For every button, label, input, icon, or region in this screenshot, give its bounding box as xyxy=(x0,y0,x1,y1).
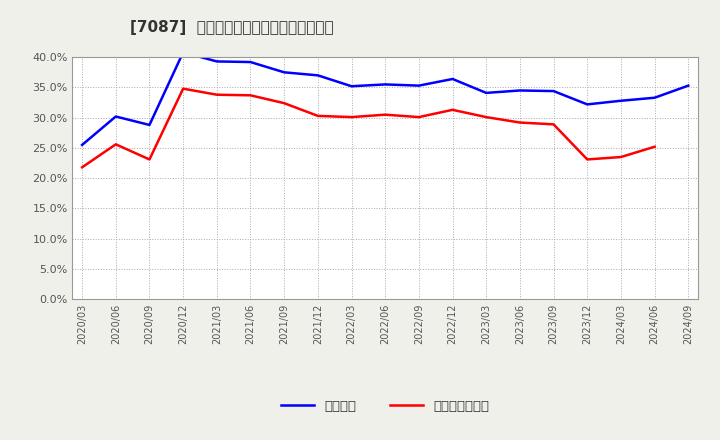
固定比率 xyxy=(212,59,221,64)
固定長期適合率 xyxy=(449,107,457,113)
固定比率 xyxy=(616,98,625,103)
固定比率 xyxy=(583,102,592,107)
固定長期適合率 xyxy=(616,154,625,160)
固定比率 xyxy=(381,82,390,87)
固定長期適合率 xyxy=(482,114,490,120)
固定長期適合率 xyxy=(347,114,356,120)
固定長期適合率 xyxy=(583,157,592,162)
固定長期適合率 xyxy=(280,100,289,106)
固定長期適合率 xyxy=(246,93,255,98)
固定長期適合率 xyxy=(516,120,524,125)
固定長期適合率 xyxy=(212,92,221,97)
Legend: 固定比率, 固定長期適合率: 固定比率, 固定長期適合率 xyxy=(276,395,495,418)
固定長期適合率 xyxy=(179,86,187,92)
固定比率 xyxy=(415,83,423,88)
固定比率 xyxy=(145,122,154,128)
固定長期適合率 xyxy=(78,165,86,170)
Text: [7087]  固定比率、固定長期適合率の推移: [7087] 固定比率、固定長期適合率の推移 xyxy=(130,20,333,35)
固定比率 xyxy=(179,50,187,55)
固定比率 xyxy=(112,114,120,119)
固定比率 xyxy=(549,88,558,94)
固定比率 xyxy=(280,70,289,75)
固定比率 xyxy=(78,142,86,147)
固定比率 xyxy=(449,76,457,81)
固定長期適合率 xyxy=(313,113,322,118)
固定長期適合率 xyxy=(381,112,390,117)
固定比率 xyxy=(313,73,322,78)
Line: 固定長期適合率: 固定長期適合率 xyxy=(82,89,654,167)
固定比率 xyxy=(482,90,490,95)
固定比率 xyxy=(650,95,659,100)
固定比率 xyxy=(246,59,255,65)
Line: 固定比率: 固定比率 xyxy=(82,52,688,145)
固定長期適合率 xyxy=(549,122,558,127)
固定長期適合率 xyxy=(145,157,154,162)
固定比率 xyxy=(347,84,356,89)
固定比率 xyxy=(684,83,693,88)
固定長期適合率 xyxy=(650,144,659,149)
固定長期適合率 xyxy=(112,142,120,147)
固定比率 xyxy=(516,88,524,93)
固定長期適合率 xyxy=(415,114,423,120)
